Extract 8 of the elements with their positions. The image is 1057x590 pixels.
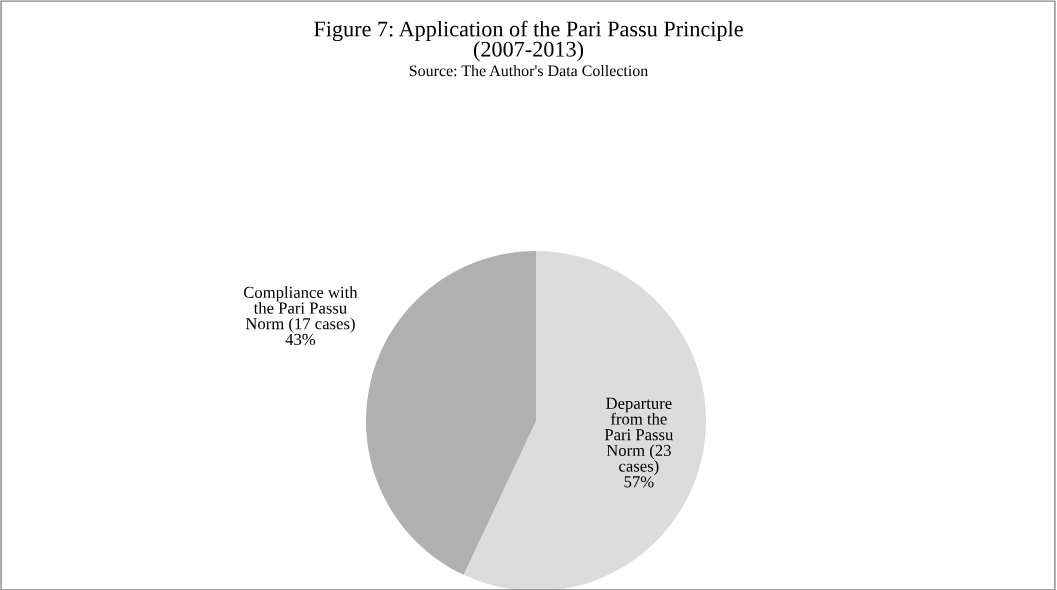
data-label: 43% (285, 333, 316, 346)
slice-label: Departure from the Pari Passu Norm (23 cases) (604, 397, 674, 476)
chart-title: Figure 7: Application of the Pari Passu Principle (2007-2013) (314, 20, 743, 62)
chart-subtitle: Source: The Author's Data Collection (409, 64, 648, 77)
pie-slice (463, 251, 706, 590)
slice-label: Compliance with the Pari Passu Norm (17 cases) (243, 286, 358, 333)
data-label: 57% (624, 476, 654, 488)
pie-slice (366, 251, 536, 575)
